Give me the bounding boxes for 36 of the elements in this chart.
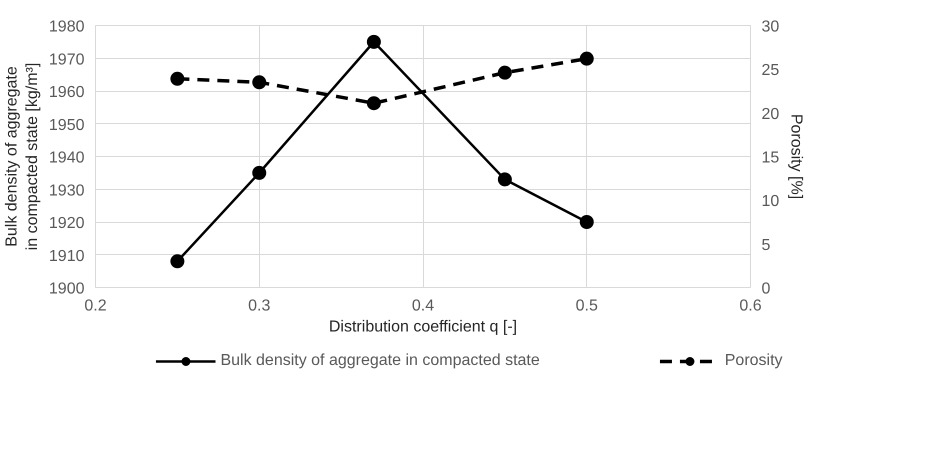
y2-axis-title: Porosity [%] (787, 114, 804, 200)
y2-tick-label: 25 (762, 62, 780, 80)
y2-tick-label: 10 (762, 193, 780, 210)
y2-tick-label: 20 (762, 106, 780, 123)
point (366, 96, 381, 110)
y-tick-label: 1960 (48, 84, 85, 101)
y-tick-label: 1980 (48, 18, 85, 36)
y-tick-label: 1930 (48, 182, 85, 200)
x-tick-label: 0.2 (84, 298, 107, 314)
y-tick-label: 1900 (48, 280, 85, 298)
y2-tick-label: 0 (762, 280, 770, 298)
y-tick-label: 1950 (48, 116, 85, 134)
point (580, 52, 594, 66)
x-tick-label: 0.3 (248, 298, 270, 314)
y-tick-label: 1910 (48, 248, 85, 265)
point (580, 215, 594, 229)
y2-tick-label: 15 (762, 150, 780, 166)
y-axis-title: Bulk density of aggregate in compacted state [kg/m³] (4, 62, 41, 250)
point (252, 166, 266, 180)
x-axis-title: Distribution coefficient q [-] (328, 318, 518, 336)
legend-label: Porosity (724, 352, 783, 370)
x-tick-label: 0.4 (412, 298, 434, 314)
legend-label: Bulk density of aggregate in compacted state (220, 352, 540, 370)
y-tick-label: 1920 (48, 215, 85, 232)
y2-tick-label: 5 (762, 236, 770, 254)
y-tick-label: 1940 (48, 150, 85, 166)
point (170, 72, 184, 86)
x-tick-label: 0.6 (739, 298, 762, 314)
point (252, 75, 266, 90)
point (170, 254, 184, 268)
y2-tick-label: 30 (762, 18, 780, 36)
point (366, 34, 381, 49)
x-tick-label: 0.5 (576, 298, 598, 314)
point (498, 172, 512, 186)
point (498, 66, 512, 80)
y-tick-label: 1970 (48, 51, 85, 68)
